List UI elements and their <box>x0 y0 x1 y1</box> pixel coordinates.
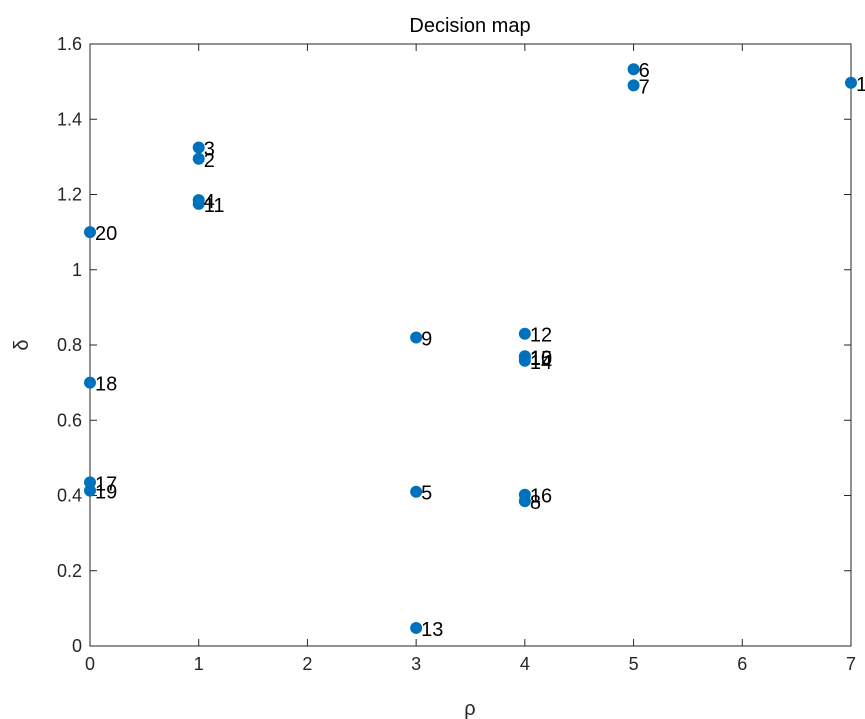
data-point-label: 12 <box>530 325 552 347</box>
data-point-label: 6 <box>639 60 650 82</box>
data-point-label: 10 <box>530 347 552 369</box>
data-point <box>84 484 96 497</box>
x-tick-label: 5 <box>629 654 639 674</box>
data-point <box>627 63 640 76</box>
y-tick-label: 0 <box>72 636 82 656</box>
data-point-label: 16 <box>530 486 552 508</box>
data-point-label: 5 <box>421 483 432 505</box>
y-tick-label: 0.6 <box>57 410 82 430</box>
data-point-label: 13 <box>421 619 443 641</box>
data-point-label: 4 <box>204 191 215 213</box>
data-point-label: 20 <box>95 223 117 245</box>
data-point <box>410 621 423 634</box>
y-tick-label: 0.8 <box>57 335 82 355</box>
data-point <box>845 76 857 89</box>
x-axis-label: ρ <box>464 698 475 719</box>
x-tick-label: 6 <box>737 654 747 674</box>
y-tick-label: 0.4 <box>57 486 82 506</box>
data-point <box>627 79 640 92</box>
data-point <box>410 485 423 498</box>
data-point-label: 8 <box>530 492 541 514</box>
scatter-points <box>84 63 857 634</box>
data-point <box>84 476 96 489</box>
data-point-label: 1 <box>856 74 865 96</box>
data-point <box>192 197 205 210</box>
data-point <box>192 141 205 154</box>
data-point-label: 14 <box>530 352 552 374</box>
data-point <box>518 488 531 501</box>
data-point-label: 18 <box>95 374 117 396</box>
y-tick-label: 1.2 <box>57 185 82 205</box>
data-point <box>84 376 96 389</box>
data-point-label: 2 <box>204 150 215 172</box>
y-tick-label: 1.4 <box>57 109 82 129</box>
x-tick-label: 2 <box>302 654 312 674</box>
data-point <box>518 327 531 340</box>
data-point-label: 9 <box>421 328 432 350</box>
data-point <box>192 152 205 165</box>
x-tick-label: 3 <box>411 654 421 674</box>
data-point-label: 19 <box>95 482 117 504</box>
y-tick-label: 1.6 <box>57 34 82 54</box>
data-point-label: 7 <box>639 76 650 98</box>
data-point <box>410 331 423 344</box>
data-point-label: 15 <box>530 348 552 370</box>
plot-area <box>89 43 852 647</box>
y-tick-label: 0.2 <box>57 561 82 581</box>
data-point <box>84 226 96 239</box>
x-tick-label: 1 <box>194 654 204 674</box>
x-tick-label: 0 <box>85 654 95 674</box>
y-tick-label: 1 <box>72 260 82 280</box>
data-point-label: 17 <box>95 473 117 495</box>
data-point-label: 3 <box>204 138 215 160</box>
chart-title: Decision map <box>409 15 530 37</box>
y-axis-label: δ <box>11 339 33 350</box>
x-tick-label: 7 <box>846 654 856 674</box>
axis-ticks: 0 1 2 3 4 5 6 700.20.40.60.811.21.41.6 <box>57 34 856 674</box>
data-point-label: 11 <box>204 195 225 217</box>
data-point <box>518 351 531 364</box>
x-tick-label: 4 <box>520 654 530 674</box>
